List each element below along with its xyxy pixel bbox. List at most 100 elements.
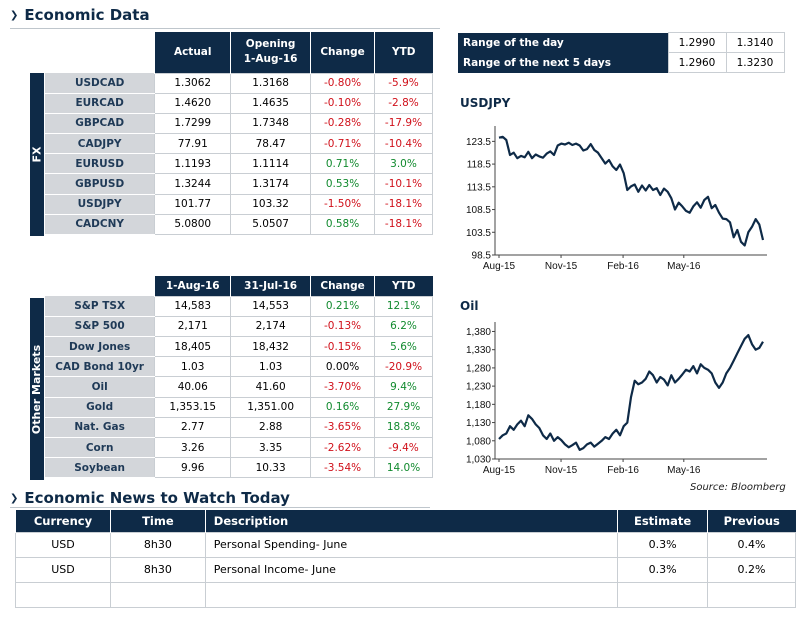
market-row: Soybean 9.96 10.33 -3.54% 14.0% [45, 457, 433, 479]
fx-row-label: GBPUSD [45, 173, 155, 195]
fx-opening: 1.4635 [230, 92, 312, 114]
market-ytd: 12.1% [374, 295, 433, 317]
news-row [15, 581, 796, 608]
fx-change: -0.71% [310, 133, 376, 155]
market-change: -2.62% [310, 436, 376, 459]
fx-change: 0.58% [310, 213, 376, 236]
fx-row: CADJPY 77.91 78.47 -0.71% -10.4% [45, 133, 433, 155]
market-ytd: 9.4% [374, 376, 433, 398]
news-previous [707, 581, 796, 608]
fx-row: USDCAD 1.3062 1.3168 -0.80% -5.9% [45, 72, 433, 94]
fx-actual: 1.4620 [154, 92, 232, 114]
range-low: 1.2990 [667, 32, 727, 53]
market-row-label: Corn [45, 437, 155, 459]
fx-header-opening: Opening 1-Aug-16 [230, 32, 311, 73]
news-header-estimate: Estimate [617, 510, 708, 532]
market-change: -0.15% [310, 336, 376, 358]
economic-data-title: ❯ Economic Data [10, 6, 150, 24]
fx-row: EURUSD 1.1193 1.1114 0.71% 3.0% [45, 153, 433, 175]
news-row: USD 8h30 Personal Spending- June 0.3% 0.4% [15, 531, 796, 558]
economic-data-title-text: Economic Data [24, 6, 150, 24]
title-rule [10, 28, 440, 29]
market-value-1: 1,353.15 [154, 396, 232, 418]
market-change: -3.70% [310, 376, 376, 398]
market-row: S&P TSX 14,583 14,553 0.21% 12.1% [45, 295, 433, 317]
market-value-2: 41.60 [230, 376, 312, 398]
market-ytd: -20.9% [374, 356, 433, 378]
market-value-2: 1.03 [230, 356, 312, 378]
news-table: Currency Time Description Estimate Previ… [15, 510, 796, 608]
news-time [109, 581, 206, 608]
fx-opening: 1.7348 [230, 112, 312, 135]
range-label: Range of the day [458, 32, 668, 53]
fx-ytd: -10.1% [374, 173, 433, 195]
market-change: -0.13% [310, 315, 376, 338]
fx-actual: 77.91 [154, 133, 232, 155]
x-tick-label: Nov-15 [545, 261, 578, 272]
news-estimate: 0.3% [617, 556, 709, 583]
fx-actual: 1.3244 [154, 173, 232, 195]
usdjpy-chart-title: USDJPY [460, 96, 511, 110]
fx-row-label: USDJPY [45, 194, 155, 215]
x-tick-label: Feb-16 [607, 465, 639, 476]
market-value-1: 18,405 [154, 336, 232, 358]
market-row-label: Oil [45, 376, 155, 398]
market-ytd: 18.8% [374, 416, 433, 439]
y-tick-label: 1,180 [466, 400, 491, 411]
market-row-label: S&P TSX [45, 296, 155, 317]
y-tick-label: 1,230 [466, 382, 491, 393]
chevron-right-icon: ❯ [10, 492, 19, 504]
market-value-1: 3.26 [154, 436, 232, 459]
range-low: 1.2960 [667, 52, 727, 73]
fx-ytd: -18.1% [374, 213, 433, 236]
news-header-previous: Previous [707, 510, 796, 532]
market-value-1: 1.03 [154, 356, 232, 378]
other-markets-table: 1-Aug-16 31-Jul-16 Change YTD S&P TSX 14,… [45, 276, 433, 479]
fx-row: USDJPY 101.77 103.32 -1.50% -18.1% [45, 193, 433, 215]
fx-row-label: USDCAD [45, 73, 155, 94]
fx-row-label: GBPCAD [45, 113, 155, 135]
news-estimate [617, 581, 709, 608]
series-line [498, 334, 764, 451]
fx-change: -0.80% [310, 72, 376, 94]
market-change: -3.54% [310, 457, 376, 479]
market-ytd: 27.9% [374, 396, 433, 418]
fx-row: GBPUSD 1.3244 1.3174 0.53% -10.1% [45, 173, 433, 195]
market-value-1: 9.96 [154, 457, 232, 479]
fx-ytd: 3.0% [374, 153, 433, 175]
range-high: 1.3140 [725, 32, 785, 53]
fx-change: -0.28% [310, 112, 376, 135]
fx-change: -1.50% [310, 193, 376, 215]
market-ytd: -9.4% [374, 436, 433, 459]
market-value-2: 10.33 [230, 457, 312, 479]
fx-ytd: -18.1% [374, 193, 433, 215]
news-time: 8h30 [109, 531, 206, 558]
om-header-change: Change [310, 276, 375, 297]
fx-ytd: -17.9% [374, 112, 433, 135]
om-header-date2: 31-Jul-16 [230, 276, 311, 297]
source-note: Source: Bloomberg [690, 482, 786, 493]
x-tick-label: Aug-15 [483, 261, 516, 272]
chevron-right-icon: ❯ [10, 9, 19, 21]
oil-chart-title: Oil [460, 299, 479, 313]
market-change: 0.21% [310, 295, 376, 317]
news-header-currency: Currency [15, 510, 111, 532]
market-value-2: 1,351.00 [230, 396, 312, 418]
market-value-2: 14,553 [230, 295, 312, 317]
news-title-text: Economic News to Watch Today [24, 489, 290, 507]
x-tick-label: May-16 [667, 261, 701, 272]
fx-actual: 5.0800 [154, 213, 232, 236]
market-row: Nat. Gas 2.77 2.88 -3.65% 18.8% [45, 416, 433, 439]
news-currency: USD [15, 531, 111, 558]
news-description [204, 581, 619, 608]
market-row-label: S&P 500 [45, 316, 155, 338]
news-header-time: Time [109, 510, 206, 532]
fx-actual: 1.7299 [154, 112, 232, 135]
fx-ytd: -5.9% [374, 72, 433, 94]
market-row: S&P 500 2,171 2,174 -0.13% 6.2% [45, 315, 433, 338]
y-tick-label: 118.5 [467, 160, 492, 171]
fx-opening: 5.0507 [230, 213, 312, 236]
y-tick-label: 1,130 [466, 418, 491, 429]
fx-opening: 78.47 [230, 133, 312, 155]
fx-row: CADCNY 5.0800 5.0507 0.58% -18.1% [45, 213, 433, 236]
